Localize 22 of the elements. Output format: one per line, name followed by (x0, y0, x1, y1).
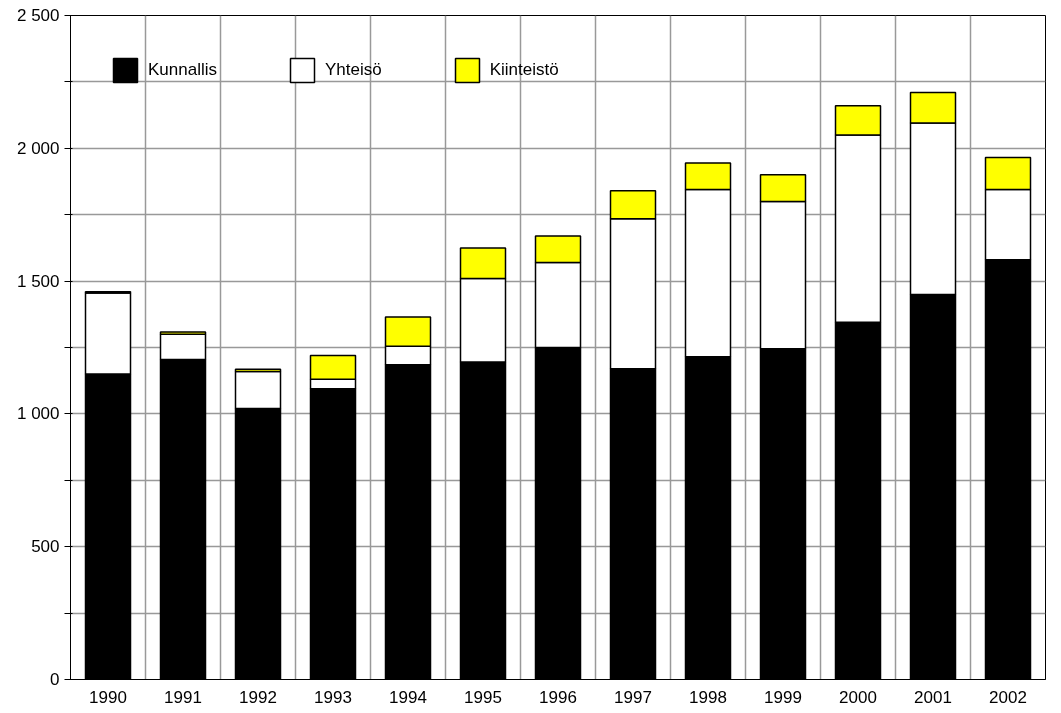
x-tick-label: 2001 (914, 687, 952, 707)
y-tick-label: 2 000 (16, 138, 60, 158)
y-tick-label: 1 500 (16, 271, 60, 291)
x-tick-label: 1997 (614, 687, 652, 707)
x-tick-label: 1996 (539, 687, 577, 707)
legend-label: Kiinteistö (489, 60, 559, 80)
x-tick-label: 1992 (239, 687, 277, 707)
y-tick-label: 0 (50, 670, 60, 689)
x-tick-label: 2002 (989, 687, 1027, 707)
x-tick-label: 1990 (89, 687, 127, 707)
legend-label: Yhteisö (325, 60, 382, 80)
y-tick-label: 2 500 (16, 6, 60, 25)
x-tick-label: 1998 (689, 687, 727, 707)
x-tick-label: 1994 (389, 687, 427, 707)
x-tick-label: 1999 (764, 687, 802, 707)
x-tick-label: 1991 (164, 687, 202, 707)
y-tick-label: 500 (31, 537, 60, 557)
x-tick-label: 1993 (314, 687, 352, 707)
legend-label: Kunnallis (148, 60, 217, 80)
x-tick-label: 1995 (464, 687, 502, 707)
y-tick-label: 1 000 (16, 404, 60, 424)
x-tick-label: 2000 (839, 687, 877, 707)
